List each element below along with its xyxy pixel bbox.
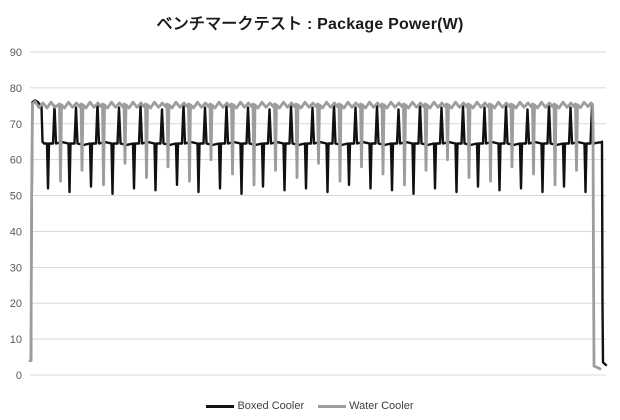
legend-item-water-cooler: Water Cooler xyxy=(318,397,414,415)
svg-text:60: 60 xyxy=(10,155,22,167)
svg-text:0: 0 xyxy=(16,370,22,382)
line-water-cooler xyxy=(28,100,602,371)
water-cooler-line-swatch xyxy=(318,404,347,408)
legend-item-boxed-cooler: Boxed Cooler xyxy=(206,397,304,415)
svg-text:70: 70 xyxy=(10,119,22,131)
y-axis-tick-labels: 0 10 20 30 40 50 60 70 80 90 xyxy=(10,47,22,382)
boxed-cooler-line-swatch xyxy=(206,404,235,408)
svg-text:90: 90 xyxy=(10,47,22,59)
svg-text:10: 10 xyxy=(10,334,22,346)
legend: Boxed Cooler Water Cooler xyxy=(0,397,620,415)
svg-text:40: 40 xyxy=(10,226,22,238)
chart-title: ベンチマークテスト : Package Power(W) xyxy=(156,16,464,33)
gridlines xyxy=(30,51,606,376)
svg-text:80: 80 xyxy=(10,83,22,95)
line-boxed-cooler xyxy=(28,99,608,367)
series-lines xyxy=(28,99,608,371)
legend-label-water-cooler: Water Cooler xyxy=(349,400,414,412)
svg-text:50: 50 xyxy=(10,191,22,203)
svg-text:30: 30 xyxy=(10,262,22,274)
svg-text:20: 20 xyxy=(10,298,22,310)
legend-label-boxed-cooler: Boxed Cooler xyxy=(237,400,305,412)
